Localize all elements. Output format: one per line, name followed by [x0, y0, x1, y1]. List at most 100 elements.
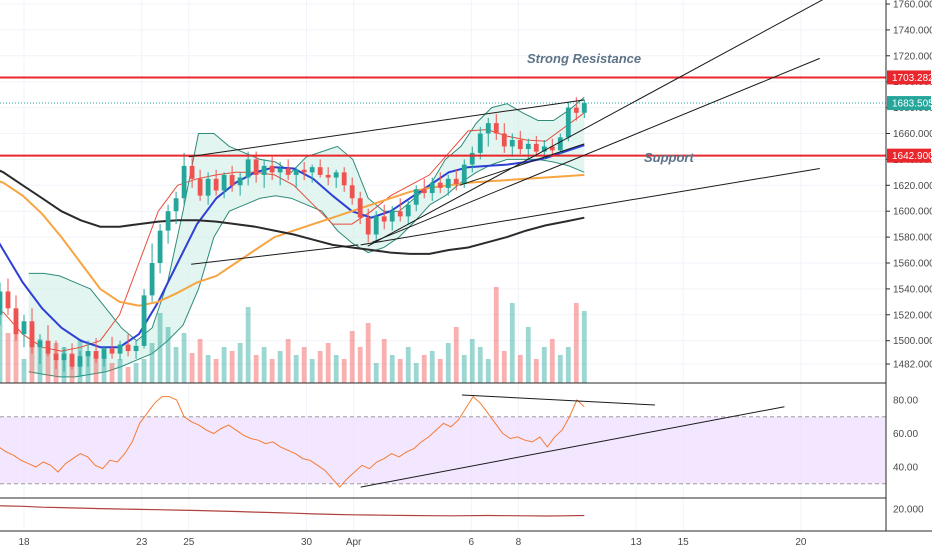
volume-bar — [461, 355, 467, 383]
candle-body[interactable] — [301, 169, 307, 173]
candle-body[interactable] — [69, 353, 75, 367]
candle-body[interactable] — [325, 174, 331, 178]
candle-body[interactable] — [429, 182, 435, 194]
candle-body[interactable] — [45, 340, 51, 354]
lower-indicator-panel[interactable]: 20.000 — [0, 505, 924, 517]
candle-body[interactable] — [261, 165, 267, 175]
candle-body[interactable] — [413, 189, 419, 205]
candle-body[interactable] — [253, 159, 259, 175]
rsi-trendline[interactable] — [461, 394, 655, 406]
candle-body[interactable] — [573, 107, 579, 113]
candle-body[interactable] — [173, 198, 179, 212]
candle-body[interactable] — [397, 211, 403, 217]
volume-bar — [173, 347, 179, 383]
candle-body[interactable] — [565, 107, 571, 138]
candle-body[interactable] — [229, 174, 235, 186]
lower-indicator-line[interactable] — [0, 505, 585, 517]
candle-body[interactable] — [533, 143, 539, 152]
x-tick-label: Apr — [346, 537, 362, 548]
candle-body[interactable] — [37, 340, 43, 348]
volume-bar — [325, 343, 331, 383]
candle-body[interactable] — [221, 174, 227, 191]
candlesticks[interactable] — [0, 97, 587, 377]
candle-body[interactable] — [21, 321, 27, 335]
candle-body[interactable] — [0, 291, 3, 315]
candle-body[interactable] — [245, 159, 251, 178]
candle-body[interactable] — [493, 123, 499, 134]
candle-body[interactable] — [477, 133, 483, 153]
candle-body[interactable] — [373, 216, 379, 235]
candle-body[interactable] — [237, 177, 243, 186]
candle-body[interactable] — [93, 351, 99, 359]
candle-body[interactable] — [5, 291, 11, 309]
trendline[interactable] — [191, 244, 359, 265]
candle-body[interactable] — [13, 308, 19, 335]
candle-body[interactable] — [517, 139, 523, 150]
candle-body[interactable] — [189, 165, 195, 179]
candle-body[interactable] — [213, 178, 219, 191]
candle-body[interactable] — [165, 211, 171, 231]
candle-body[interactable] — [181, 165, 187, 199]
candle-body[interactable] — [85, 351, 91, 357]
candle-body[interactable] — [61, 353, 67, 361]
candle-body[interactable] — [389, 211, 395, 222]
y-tick-label: 1760.000 — [893, 0, 932, 11]
candle-body[interactable] — [29, 321, 35, 348]
candle-body[interactable] — [309, 167, 315, 173]
y-tick-label: 1560.000 — [893, 258, 932, 269]
candle-body[interactable] — [549, 146, 555, 151]
candle-body[interactable] — [357, 198, 363, 218]
candle-body[interactable] — [405, 204, 411, 217]
candle-body[interactable] — [269, 165, 275, 173]
trendline[interactable] — [360, 167, 820, 246]
rsi-panel[interactable]: 80.00 60.00 40.00 — [0, 394, 918, 488]
candle-body[interactable] — [437, 182, 443, 188]
candle-body[interactable] — [525, 143, 531, 150]
candle-body[interactable] — [77, 356, 83, 367]
candle-body[interactable] — [157, 230, 163, 263]
volume-bar — [93, 359, 99, 383]
candle-body[interactable] — [133, 345, 139, 352]
candle-body[interactable] — [149, 262, 155, 296]
trendline[interactable] — [372, 57, 820, 243]
volume-bar — [269, 359, 275, 383]
candle-body[interactable] — [53, 353, 59, 361]
candle-body[interactable] — [381, 216, 387, 222]
candle-body[interactable] — [117, 344, 123, 354]
candle-body[interactable] — [277, 168, 283, 173]
candle-body[interactable] — [349, 185, 355, 199]
candle-body[interactable] — [541, 146, 547, 152]
candle-body[interactable] — [485, 123, 491, 134]
trendlines[interactable] — [188, 0, 834, 265]
candle-body[interactable] — [469, 152, 475, 165]
candle-body[interactable] — [197, 178, 203, 196]
trendline[interactable] — [188, 99, 585, 158]
trendline[interactable] — [367, 0, 834, 247]
candle-body[interactable] — [453, 178, 459, 184]
candle-body[interactable] — [205, 178, 211, 196]
candle-body[interactable] — [421, 189, 427, 194]
candle-body[interactable] — [501, 133, 507, 147]
candle-body[interactable] — [125, 344, 131, 352]
candle-body[interactable] — [101, 348, 107, 359]
candle-body[interactable] — [293, 169, 299, 175]
candle-body[interactable] — [285, 168, 291, 175]
trendline[interactable] — [459, 143, 585, 186]
rsi-trendline[interactable] — [360, 406, 785, 488]
candle-body[interactable] — [333, 172, 339, 178]
candle-body[interactable] — [141, 295, 147, 346]
candle-body[interactable] — [461, 164, 467, 184]
volume-bar — [581, 311, 587, 383]
price-badges: 1703.282 1683.505 1642.900 — [887, 70, 932, 163]
candle-body[interactable] — [365, 217, 371, 235]
candle-body[interactable] — [445, 178, 451, 188]
price-panel[interactable]: Strong Resistance Support — [0, 0, 886, 383]
candle-body[interactable] — [109, 348, 115, 354]
candle-body[interactable] — [509, 139, 515, 147]
candle-body[interactable] — [557, 137, 563, 151]
candle-body[interactable] — [341, 172, 347, 186]
rsi-line[interactable] — [0, 395, 585, 488]
candle-body[interactable] — [581, 103, 587, 113]
candle-body[interactable] — [317, 167, 323, 175]
